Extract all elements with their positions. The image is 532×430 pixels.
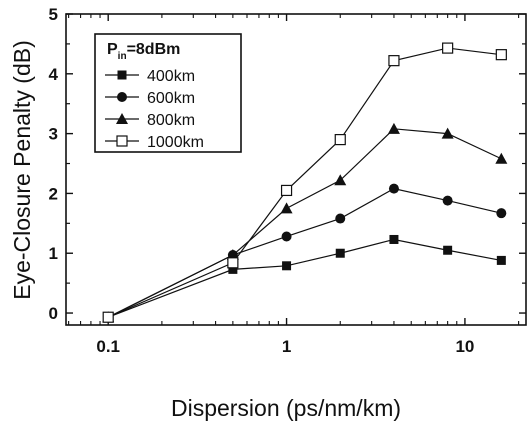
x-tick-label: 0.1 xyxy=(96,337,120,356)
data-point-600km xyxy=(496,208,507,219)
data-point-1000km xyxy=(280,184,293,197)
legend-label-600km: 600km xyxy=(147,90,195,107)
data-point-600km xyxy=(442,195,453,206)
y-tick-label: 0 xyxy=(49,304,58,323)
y-tick-label: 3 xyxy=(49,125,58,144)
x-tick-label: 10 xyxy=(455,337,474,356)
y-tick-label: 2 xyxy=(49,184,58,203)
data-point-400km xyxy=(389,234,399,244)
data-point-1000km xyxy=(495,49,507,61)
y-tick-label: 1 xyxy=(49,244,58,263)
legend-label-1000km: 1000km xyxy=(147,134,204,151)
series-line-400km xyxy=(107,238,502,318)
x-tick-label: 1 xyxy=(282,337,291,356)
data-point-1000km xyxy=(102,311,114,323)
data-point-400km xyxy=(228,264,238,274)
y-axis-title: Eye-Closure Penalty (dB) xyxy=(9,40,35,300)
data-point-600km xyxy=(335,213,346,224)
legend-marker-400km xyxy=(117,70,127,80)
legend-label-400km: 400km xyxy=(147,68,195,85)
series-line-800km xyxy=(107,128,502,318)
data-point-800km xyxy=(334,174,347,186)
legend-marker-1000km xyxy=(116,135,128,147)
data-point-400km xyxy=(443,245,453,255)
data-point-800km xyxy=(441,127,454,139)
data-point-1000km xyxy=(442,42,454,54)
data-point-800km xyxy=(387,122,400,134)
plot-area-frame xyxy=(65,13,527,326)
data-point-400km xyxy=(282,261,292,271)
data-point-1000km xyxy=(227,257,239,269)
series-line-600km xyxy=(107,188,502,318)
y-tick-label: 4 xyxy=(49,65,59,84)
data-point-400km xyxy=(335,248,345,258)
data-point-600km xyxy=(388,183,399,194)
y-tick-label: 5 xyxy=(49,5,58,24)
data-point-800km xyxy=(280,202,293,214)
legend-marker-800km xyxy=(116,113,128,124)
x-axis-title: Dispersion (ps/nm/km) xyxy=(171,395,401,421)
data-point-800km xyxy=(495,152,508,164)
legend-marker-600km xyxy=(117,92,127,102)
series-1000km xyxy=(102,42,507,323)
data-point-1000km xyxy=(334,133,346,146)
data-point-1000km xyxy=(388,55,400,67)
data-point-600km xyxy=(281,231,292,242)
legend-label-800km: 800km xyxy=(147,112,195,129)
data-point-400km xyxy=(496,255,506,265)
series-400km xyxy=(103,234,506,322)
legend-title: Pin=8dBm xyxy=(107,41,180,62)
